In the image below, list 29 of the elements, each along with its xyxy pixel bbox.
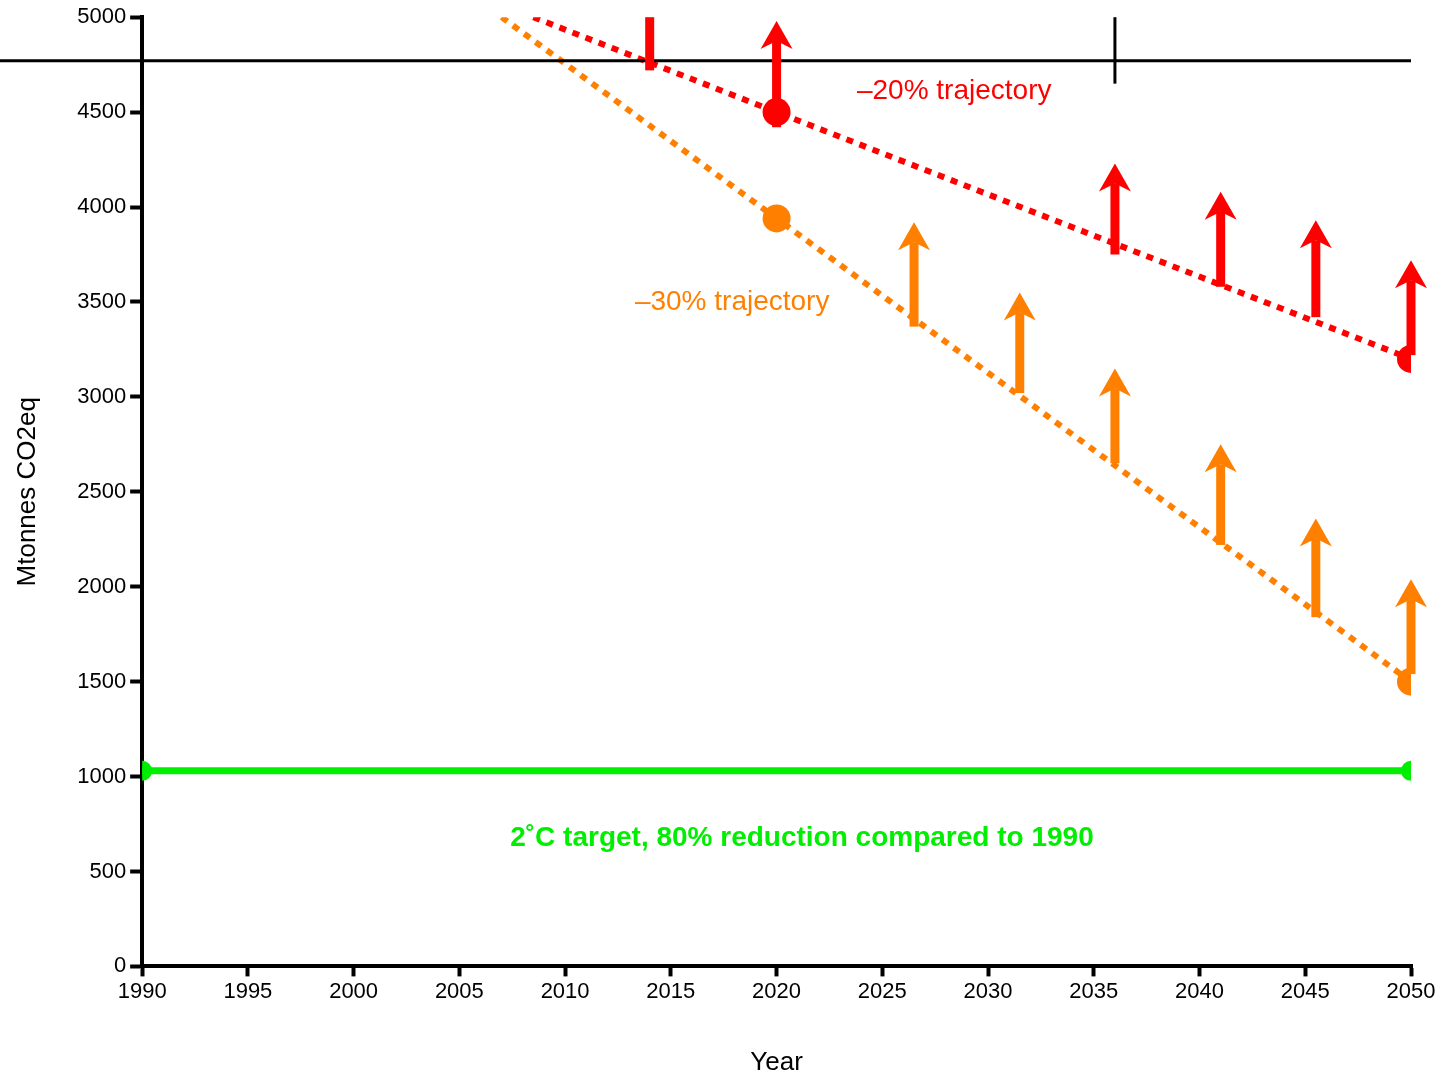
x-tick-label: 2015 (646, 977, 696, 1003)
x-tick-label: 2030 (963, 977, 1013, 1003)
y-tick-label: 0 (113, 952, 127, 978)
annotation: –20% trajectory (856, 73, 1052, 105)
y-tick-label: 5000 (77, 3, 127, 29)
x-axis-title: Year (750, 1045, 804, 1076)
x-tick-label: 1995 (223, 977, 273, 1003)
x-tick-label: 2025 (857, 977, 907, 1003)
x-tick-label: 2050 (1386, 977, 1436, 1003)
x-tick-label: 2005 (434, 977, 484, 1003)
y-tick-label: 4000 (77, 193, 127, 219)
x-tick-label: 2000 (329, 977, 379, 1003)
annotation: 2˚C target, 80% reduction compared to 1990 (510, 820, 1094, 852)
x-tick-label: 2040 (1175, 977, 1224, 1003)
y-tick-label: 2000 (77, 572, 127, 598)
x-tick-label: 1990 (117, 977, 167, 1003)
y-tick-label: 3000 (77, 382, 127, 408)
y-tick-label: 1500 (77, 667, 127, 693)
x-tick-label: 2035 (1069, 977, 1119, 1003)
y-tick-label: 3500 (77, 288, 127, 314)
y-axis-title: Mtonnes CO2eq (10, 397, 41, 587)
y-tick-label: 4500 (77, 98, 127, 124)
x-tick-label: 2020 (752, 977, 802, 1003)
x-tick-label: 2010 (540, 977, 590, 1003)
x-tick-label: 2045 (1280, 977, 1330, 1003)
y-tick-label: 500 (89, 857, 127, 883)
y-tick-label: 2500 (77, 477, 127, 503)
annotation: –30% trajectory (634, 284, 830, 316)
y-tick-label: 1000 (77, 762, 127, 788)
